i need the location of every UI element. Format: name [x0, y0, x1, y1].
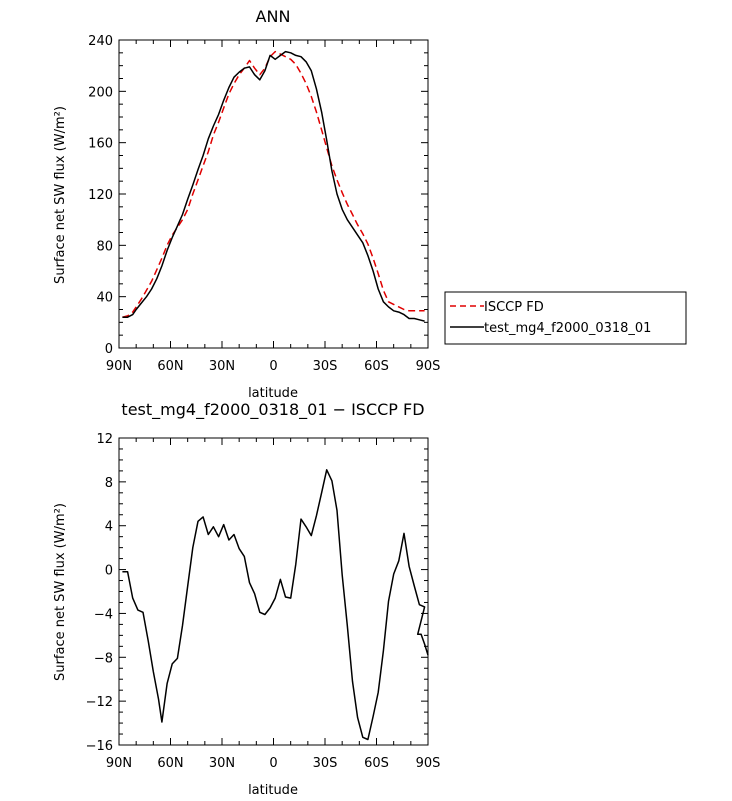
legend-box	[444, 291, 687, 345]
y-tick-label: 160	[88, 137, 113, 152]
x-tick-label: 90N	[106, 359, 132, 374]
top-legend: ISCCP FD test_mg4_f2000_0318_01	[444, 291, 687, 345]
legend-label-test: test_mg4_f2000_0318_01	[484, 321, 651, 336]
top-plot-frame	[118, 39, 429, 349]
y-tick-label: 0	[105, 342, 113, 357]
y-tick-label: 12	[96, 432, 113, 447]
bottom-series-group	[122, 469, 429, 741]
series-line-isccp-fd	[122, 50, 425, 318]
y-tick-label: −4	[94, 607, 113, 622]
x-tick-label: 30S	[313, 756, 338, 771]
bottom-y-axis-title: Surface net SW flux (W/m²)	[53, 503, 68, 681]
bottom-difference-chart: test_mg4_f2000_0318_01 − ISCCP FD −16 −12…	[53, 400, 440, 798]
y-tick-label: 8	[105, 476, 113, 491]
top-x-ticks: 90N 60N 30N 0 30S 60S 90S	[106, 40, 441, 374]
y-tick-label: 80	[96, 239, 113, 254]
bottom-y-ticks: −16 −12 −8 −4 0 4 8 12	[86, 432, 428, 754]
y-tick-label: −12	[86, 695, 113, 710]
series-line-difference	[122, 469, 429, 741]
y-tick-label: 0	[105, 564, 113, 579]
x-tick-label: 60N	[157, 756, 183, 771]
y-tick-label: −8	[94, 651, 113, 666]
y-tick-label: 240	[88, 34, 113, 49]
y-tick-label: 40	[96, 291, 113, 306]
x-tick-label: 60S	[364, 756, 389, 771]
top-y-axis-title: Surface net SW flux (W/m²)	[53, 106, 68, 284]
series-line-test-mg4-f2000-0318-01	[122, 50, 425, 322]
x-tick-label: 0	[269, 359, 277, 374]
top-chart-title: ANN	[256, 7, 291, 26]
x-tick-label: 30N	[209, 756, 235, 771]
top-series-group	[122, 50, 425, 322]
y-tick-label: −16	[86, 739, 113, 754]
bottom-x-axis-title: latitude	[248, 783, 298, 798]
top-y-ticks: 0 40 80 120 160 200 240	[88, 34, 428, 357]
x-tick-label: 30N	[209, 359, 235, 374]
x-tick-label: 30S	[313, 359, 338, 374]
y-tick-label: 4	[105, 520, 113, 535]
x-tick-label: 90N	[106, 756, 132, 771]
x-tick-label: 0	[269, 756, 277, 771]
x-tick-label: 60N	[157, 359, 183, 374]
top-x-axis-title: latitude	[248, 386, 298, 401]
bottom-chart-title: test_mg4_f2000_0318_01 − ISCCP FD	[121, 400, 424, 420]
x-tick-label: 90S	[416, 359, 441, 374]
x-tick-label: 90S	[416, 756, 441, 771]
y-tick-label: 120	[88, 188, 113, 203]
y-tick-label: 200	[88, 85, 113, 100]
bottom-x-ticks: 90N 60N 30N 0 30S 60S 90S	[106, 438, 441, 771]
legend-label-isccp: ISCCP FD	[484, 300, 544, 315]
x-tick-label: 60S	[364, 359, 389, 374]
